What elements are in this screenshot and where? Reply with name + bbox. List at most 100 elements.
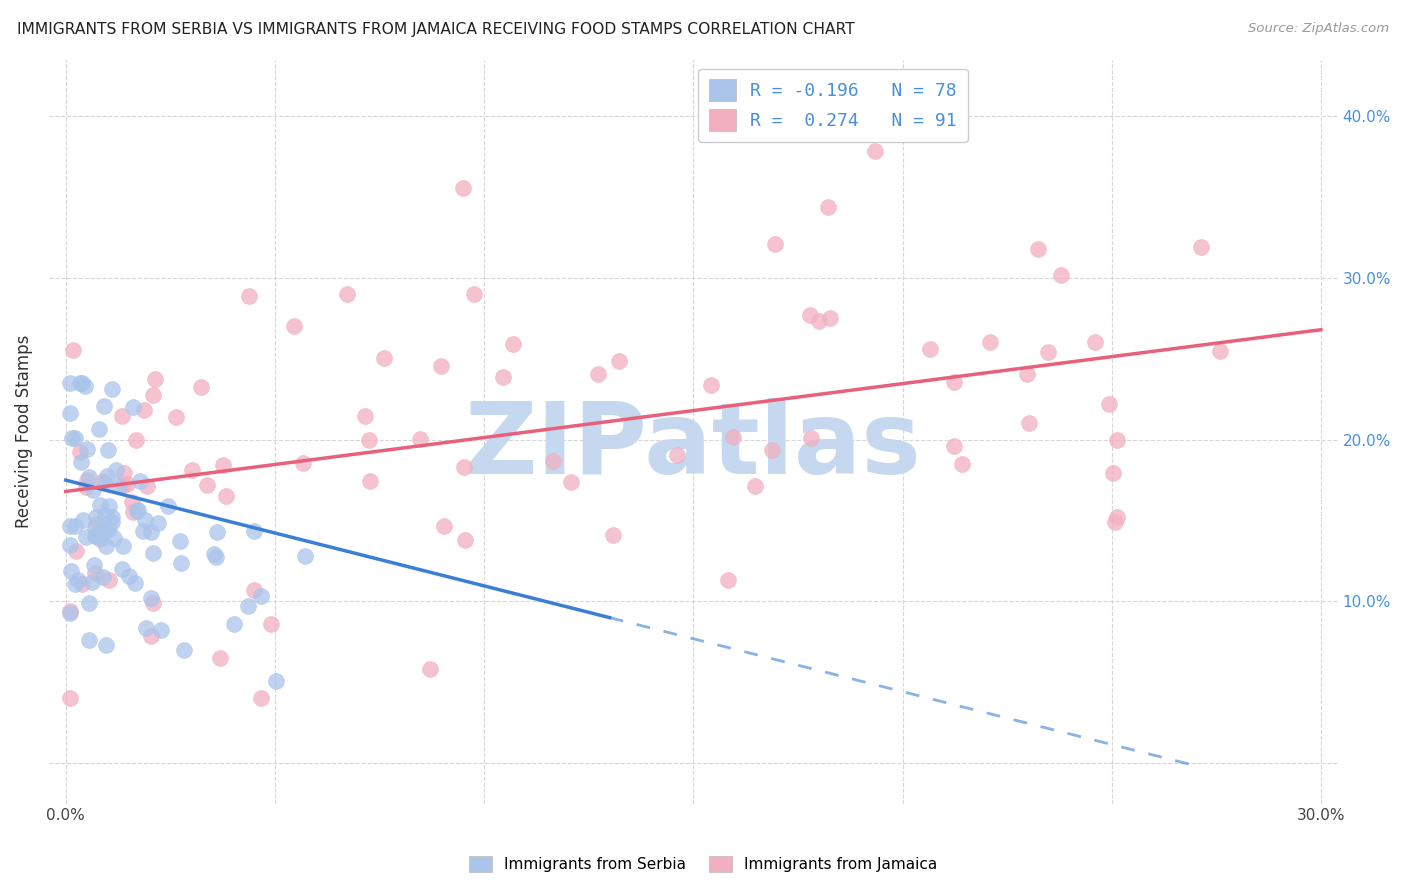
Point (83, 558, 105, 573)
Point (59, 519, 82, 533)
Legend: R = -0.196   N = 78, R =  0.274   N = 91: R = -0.196 N = 78, R = 0.274 N = 91 (697, 69, 967, 142)
Point (818, 310, 841, 325)
Point (283, 318, 305, 333)
Point (127, 502, 149, 516)
Point (59, 606, 82, 620)
Point (111, 477, 134, 491)
Point (111, 561, 134, 575)
Point (1036, 345, 1059, 359)
Point (149, 623, 172, 637)
Point (354, 409, 377, 423)
Point (336, 287, 359, 301)
Point (94, 508, 117, 522)
Point (215, 489, 238, 503)
Point (93, 474, 115, 488)
Point (89, 527, 111, 541)
Point (84, 521, 107, 535)
Point (800, 431, 823, 445)
Point (453, 459, 475, 474)
Point (560, 475, 582, 489)
Point (70, 376, 93, 390)
Point (67, 573, 90, 587)
Point (93, 569, 115, 583)
Point (112, 467, 135, 481)
Point (1104, 516, 1126, 530)
Point (112, 540, 135, 554)
Point (90, 532, 112, 546)
Point (142, 546, 165, 560)
Point (408, 433, 430, 447)
Point (122, 400, 145, 414)
Point (141, 629, 163, 643)
Point (93, 399, 115, 413)
Point (205, 524, 228, 539)
Point (294, 549, 316, 564)
Point (918, 342, 941, 356)
Point (69, 445, 91, 459)
Point (146, 516, 169, 530)
Point (181, 463, 204, 477)
Point (1084, 335, 1107, 350)
Point (75, 480, 97, 494)
Point (124, 575, 146, 590)
Point (717, 573, 740, 587)
Point (59, 376, 82, 390)
Text: Source: ZipAtlas.com: Source: ZipAtlas.com (1249, 22, 1389, 36)
Point (817, 200, 839, 214)
Point (98, 573, 121, 587)
Point (250, 589, 273, 603)
Point (222, 617, 245, 632)
Point (94, 638, 117, 652)
Point (63, 519, 86, 533)
Point (1015, 367, 1038, 381)
Point (1098, 397, 1121, 411)
Point (75, 379, 97, 393)
Point (65, 544, 87, 558)
Point (502, 336, 524, 351)
Point (863, 144, 886, 158)
Point (132, 403, 155, 417)
Point (84, 510, 107, 524)
Point (190, 380, 212, 394)
Point (1102, 466, 1125, 480)
Point (63, 577, 86, 591)
Point (83, 529, 105, 543)
Point (607, 353, 630, 368)
Point (132, 524, 155, 538)
Y-axis label: Receiving Food Stamps: Receiving Food Stamps (15, 334, 32, 528)
Point (63, 431, 86, 445)
Point (250, 691, 273, 706)
Point (236, 599, 259, 613)
Point (108, 479, 131, 493)
Point (291, 457, 314, 471)
Point (82, 575, 104, 590)
Point (135, 621, 157, 635)
Point (1050, 268, 1073, 283)
Point (243, 524, 266, 539)
Point (97, 442, 120, 457)
Point (433, 519, 456, 533)
Point (807, 314, 830, 328)
Point (799, 308, 821, 322)
Point (763, 237, 786, 252)
Point (121, 506, 143, 520)
Point (104, 463, 127, 477)
Point (59, 564, 82, 578)
Point (141, 596, 163, 610)
Point (173, 643, 195, 657)
Point (744, 478, 766, 492)
Point (169, 534, 191, 549)
Point (1028, 242, 1050, 256)
Point (89, 422, 111, 436)
Point (134, 513, 156, 527)
Point (205, 549, 228, 564)
Point (69, 454, 91, 468)
Point (103, 531, 125, 545)
Point (666, 448, 689, 462)
Point (59, 604, 82, 618)
Point (69, 376, 91, 390)
Point (165, 409, 187, 424)
Point (541, 454, 564, 468)
Point (373, 351, 395, 365)
Point (111, 409, 134, 424)
